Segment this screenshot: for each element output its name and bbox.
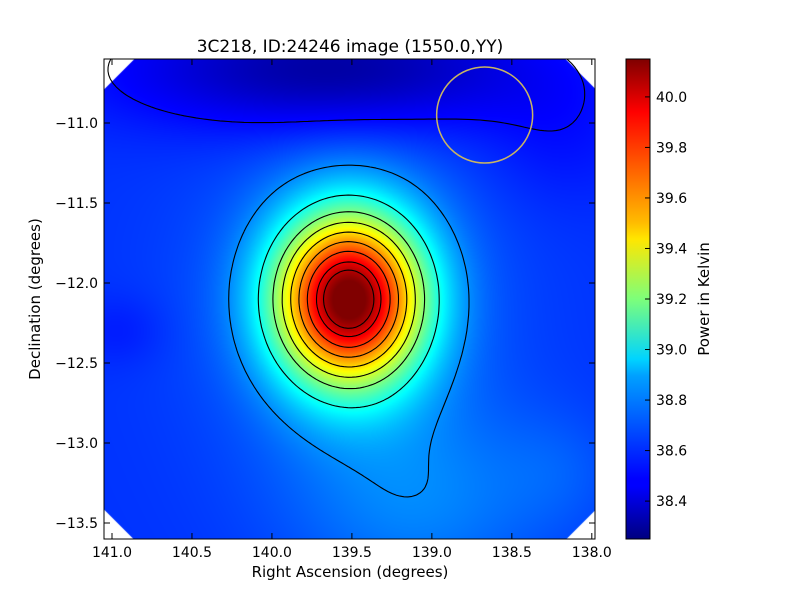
colorbar-tick-label: 38.4: [656, 494, 687, 510]
colorbar-tick-label: 38.6: [656, 444, 687, 460]
y-axis: −11.0 −11.5 −12.0 −12.5 −13.0 −13.5: [55, 116, 595, 532]
x-tick-label: 138.0: [572, 545, 612, 561]
y-tick-label: −12.5: [55, 356, 98, 372]
y-tick-label: −13.5: [55, 516, 98, 532]
colorbar-tick-label: 39.4: [656, 241, 687, 257]
contour-level-4: [281, 221, 416, 378]
colorbar-ticks: 38.4 38.6 38.8 39.0 39.2 39.4 39.6 39.8 40.0: [645, 90, 687, 510]
contour-level-7: [306, 250, 391, 348]
contour-level-2: [257, 194, 440, 409]
heatmap-image: [104, 59, 595, 539]
chart-title: 3C218, ID:24246 image (1550.0,YY): [197, 37, 504, 57]
colorbar-tick-label: 39.2: [656, 292, 687, 308]
x-axis-label: Right Ascension (degrees): [252, 563, 449, 581]
x-tick-label: 141.0: [92, 545, 132, 561]
plot-area: 141.0 140.5 140.0 139.5 139.0 138.5 138.0 −11.…: [55, 58, 612, 561]
x-tick-label: 138.5: [492, 545, 532, 561]
plot-frame: [103, 58, 596, 540]
x-axis: 141.0 140.5 140.0 139.5 139.0 138.5 138.0: [92, 59, 612, 561]
x-tick-label: 139.0: [412, 545, 452, 561]
y-tick-label: −13.0: [55, 436, 98, 452]
contour-level-5: [290, 231, 408, 368]
y-tick-label: −11.5: [55, 196, 98, 212]
y-tick-label: −11.0: [55, 116, 98, 132]
colorbar-tick-label: 38.8: [656, 393, 687, 409]
colorbar: 38.4 38.6 38.8 39.0 39.2 39.4 39.6 39.8 40.0 Pow…: [625, 58, 713, 540]
colorbar-tick-label: 39.8: [656, 140, 687, 156]
contour-level-0: [107, 59, 586, 132]
colorbar-tick-label: 39.0: [656, 343, 687, 359]
colorbar-tick-label: 40.0: [656, 90, 687, 106]
y-axis-label: Declination (degrees): [26, 218, 44, 380]
y-tick-label: −12.0: [55, 276, 98, 292]
x-tick-label: 140.5: [172, 545, 212, 561]
colorbar-label: Power in Kelvin: [695, 242, 713, 356]
colorbar-tick-label: 39.6: [656, 191, 687, 207]
contour-level-9: [322, 269, 375, 329]
x-tick-label: 139.5: [332, 545, 372, 561]
beam-circle: [435, 66, 534, 164]
contour-level-1: [228, 164, 470, 498]
contour-level-6: [298, 241, 400, 358]
contour-level-3: [272, 211, 426, 390]
contour-level-8: [315, 261, 382, 338]
x-tick-label: 140.0: [252, 545, 292, 561]
contour-lines: [107, 59, 586, 498]
